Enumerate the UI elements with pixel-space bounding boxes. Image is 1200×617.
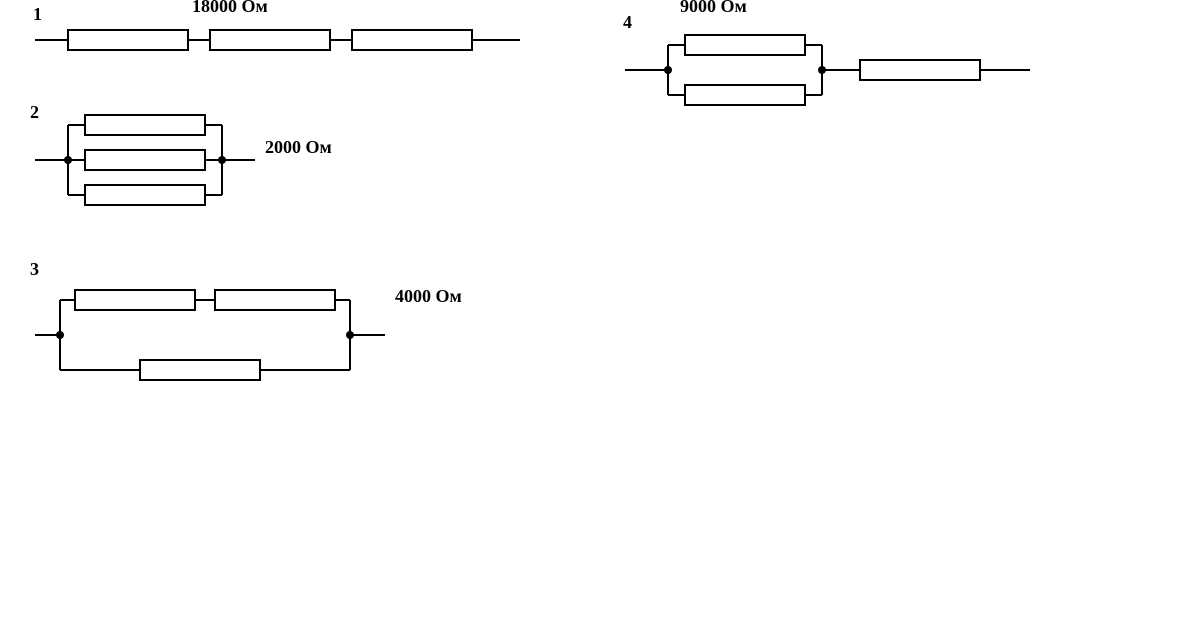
circuit-1: 1 18000 Ом: [33, 0, 520, 50]
circuit-2-value: 2000 Ом: [265, 137, 332, 157]
resistor-icon: [215, 290, 335, 310]
circuit-2-number: 2: [30, 102, 39, 122]
circuit-1-value: 18000 Ом: [192, 0, 268, 16]
junction-node-icon: [56, 331, 64, 339]
junction-node-icon: [664, 66, 672, 74]
circuit-2: 2 2000 Ом: [30, 102, 332, 205]
circuit-diagram-canvas: 1 18000 Ом 2 2000 Ом 3 4000 Ом 4 9000 Ом: [0, 0, 1200, 617]
resistor-icon: [210, 30, 330, 50]
circuit-3-value: 4000 Ом: [395, 286, 462, 306]
resistor-icon: [140, 360, 260, 380]
resistor-icon: [352, 30, 472, 50]
resistor-icon: [860, 60, 980, 80]
resistor-icon: [75, 290, 195, 310]
resistor-icon: [85, 115, 205, 135]
circuit-4-number: 4: [623, 12, 632, 32]
junction-node-icon: [218, 156, 226, 164]
junction-node-icon: [818, 66, 826, 74]
circuit-1-number: 1: [33, 4, 42, 24]
junction-node-icon: [346, 331, 354, 339]
circuit-3-number: 3: [30, 259, 39, 279]
circuit-4: 4 9000 Ом: [623, 0, 1030, 105]
junction-node-icon: [64, 156, 72, 164]
resistor-icon: [685, 35, 805, 55]
resistor-icon: [685, 85, 805, 105]
resistor-icon: [85, 150, 205, 170]
resistor-icon: [85, 185, 205, 205]
circuit-4-value: 9000 Ом: [680, 0, 747, 16]
circuit-3: 3 4000 Ом: [30, 259, 462, 380]
resistor-icon: [68, 30, 188, 50]
